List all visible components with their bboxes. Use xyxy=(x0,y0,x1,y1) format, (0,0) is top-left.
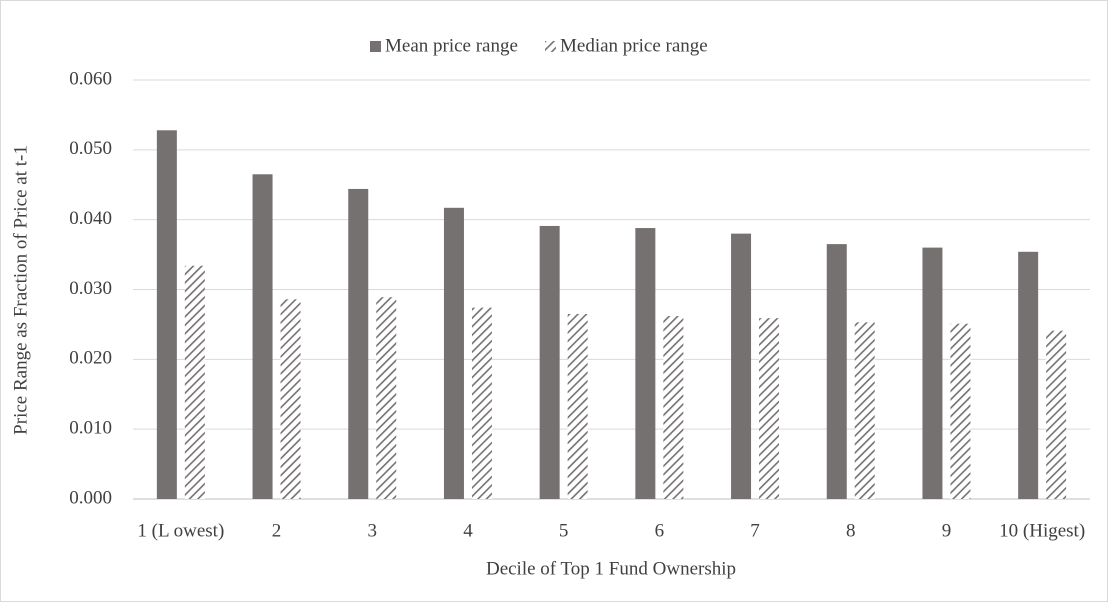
y-tick-label: 0.010 xyxy=(69,418,112,439)
legend-label: Median price range xyxy=(560,35,708,56)
bar xyxy=(922,247,943,499)
bar xyxy=(1046,330,1067,499)
bar xyxy=(539,225,560,499)
bar xyxy=(567,313,588,499)
bar xyxy=(376,297,397,499)
bar xyxy=(443,207,464,500)
x-tick-label: 8 xyxy=(846,520,856,541)
legend-label: Mean price range xyxy=(385,35,518,56)
y-tick-label: 0.050 xyxy=(69,138,112,159)
x-tick-label: 1 (L owest) xyxy=(137,520,224,541)
y-tick-label: 0.040 xyxy=(69,208,112,229)
x-tick-label: 2 xyxy=(272,520,282,541)
y-tick-label: 0.030 xyxy=(69,278,112,299)
bar xyxy=(826,244,847,499)
x-tick-label: 3 xyxy=(368,520,378,541)
bar xyxy=(1018,251,1039,499)
x-axis-label: Decile of Top 1 Fund Ownership xyxy=(486,558,736,579)
x-tick-label: 6 xyxy=(655,520,665,541)
x-tick-label: 10 (Higest) xyxy=(999,520,1085,541)
bar xyxy=(731,233,752,499)
bar xyxy=(635,228,656,499)
bar xyxy=(348,188,369,499)
x-tick-label: 7 xyxy=(750,520,760,541)
legend-swatch xyxy=(545,41,556,52)
y-tick-label: 0.000 xyxy=(69,487,112,508)
x-tick-label: 4 xyxy=(463,520,473,541)
bar xyxy=(156,130,177,499)
legend-swatch xyxy=(370,41,381,52)
bar xyxy=(663,316,684,499)
x-tick-label: 9 xyxy=(942,520,952,541)
y-tick-label: 0.060 xyxy=(69,68,112,89)
bar xyxy=(471,307,492,499)
bar xyxy=(252,174,273,499)
y-tick-label: 0.020 xyxy=(69,348,112,369)
bar xyxy=(280,299,301,499)
x-tick-label: 5 xyxy=(559,520,569,541)
bar xyxy=(854,322,875,499)
bar xyxy=(950,323,971,499)
bar xyxy=(184,265,205,499)
bar xyxy=(759,318,780,499)
y-axis-label: Price Range as Fraction of Price at t-1 xyxy=(10,145,31,435)
